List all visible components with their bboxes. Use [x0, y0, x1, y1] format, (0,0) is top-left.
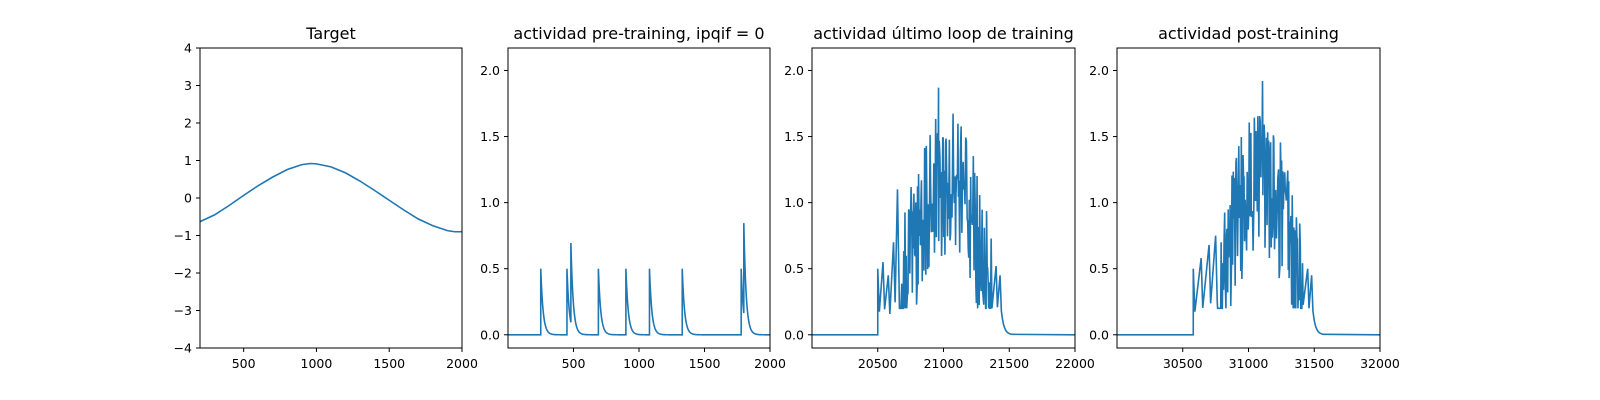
y-tick-label: 2.0: [480, 63, 500, 78]
subplot-4: actividad post-training 30500 31000 31500 32…: [1089, 24, 1400, 371]
x-tick-label: 1000: [623, 356, 655, 371]
x-tick-label: 1500: [373, 356, 405, 371]
y-tick-label: 1.5: [480, 129, 500, 144]
x-tick-label: 30500: [1163, 356, 1203, 371]
series-line: [508, 223, 770, 336]
y-tick-label: 0.0: [784, 327, 804, 342]
y-tick-label: 4: [184, 41, 192, 56]
axes-frame: [507, 47, 771, 349]
x-tick-label: 1500: [689, 356, 721, 371]
y-tick-label: 0.5: [784, 261, 804, 276]
y-tick-label: 1.0: [1089, 195, 1109, 210]
x-tick-label: 31500: [1294, 356, 1334, 371]
chart-title: actividad post-training: [1158, 24, 1339, 43]
y-tick-label: 0.5: [480, 261, 500, 276]
y-tick-label: −1: [174, 228, 192, 243]
y-tick-label: 1.0: [784, 195, 804, 210]
y-tick-label: 2.0: [784, 63, 804, 78]
subplot-3: actividad último loop de training 20500 21…: [784, 24, 1095, 371]
x-tick-label: 1000: [301, 356, 333, 371]
x-tick-label: 21500: [989, 356, 1029, 371]
x-tick-label: 2000: [446, 356, 478, 371]
subplot-1: Target 500 1000 1500 2000 −4 −3 −2 −1 0 1 2 3 4: [174, 24, 478, 371]
x-tick-label: 20500: [858, 356, 898, 371]
x-tick-label: 500: [562, 356, 586, 371]
y-tick-label: 1: [184, 153, 192, 168]
x-tick-label: 22000: [1055, 356, 1095, 371]
x-tick-label: 31000: [1229, 356, 1269, 371]
series-line: [1117, 81, 1380, 336]
chart-title: actividad pre-training, ipqif = 0: [513, 24, 764, 43]
series-line: [812, 87, 1075, 336]
subplot-2: actividad pre-training, ipqif = 0 500 1000…: [480, 24, 786, 371]
x-tick-label: 2000: [754, 356, 786, 371]
y-tick-label: 1.5: [1089, 129, 1109, 144]
y-tick-label: 3: [184, 78, 192, 93]
y-tick-label: −4: [174, 341, 192, 356]
x-tick-label: 21000: [924, 356, 964, 371]
y-tick-label: 0: [184, 191, 192, 206]
y-tick-label: 0.5: [1089, 261, 1109, 276]
y-tick-label: 0.0: [1089, 327, 1109, 342]
y-tick-label: −3: [174, 303, 192, 318]
x-tick-label: 500: [232, 356, 256, 371]
x-tick-label: 32000: [1360, 356, 1400, 371]
y-tick-label: 2: [184, 116, 192, 131]
chart-title: actividad último loop de training: [813, 24, 1074, 43]
chart-title: Target: [305, 24, 356, 43]
y-tick-label: 2.0: [1089, 63, 1109, 78]
y-tick-label: 1.5: [784, 129, 804, 144]
y-tick-label: −2: [174, 266, 192, 281]
y-tick-label: 0.0: [480, 327, 500, 342]
y-tick-label: 1.0: [480, 195, 500, 210]
series-line: [200, 162, 462, 233]
